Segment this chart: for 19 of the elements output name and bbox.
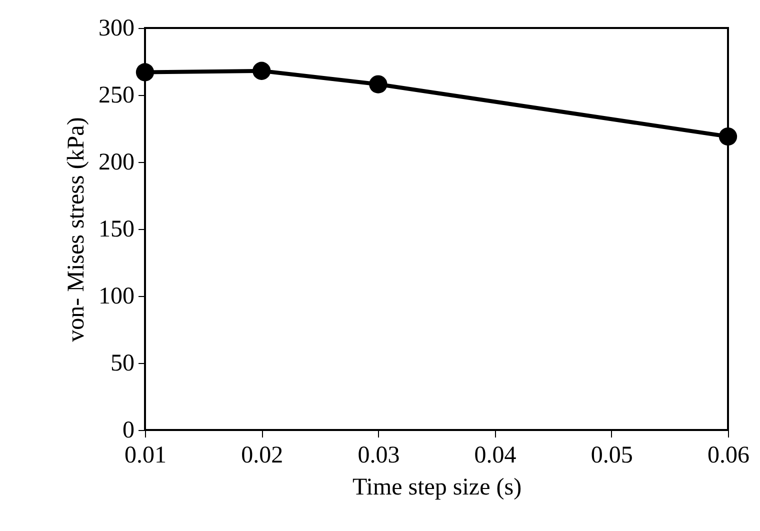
y-tick-label: 50 xyxy=(110,350,134,376)
y-tick-label: 0 xyxy=(122,418,134,444)
x-tick-label: 0.03 xyxy=(358,442,400,468)
point xyxy=(718,127,738,146)
x-axis-title: Time step size (s) xyxy=(352,474,522,500)
y-tick-label: 200 xyxy=(98,150,134,176)
point xyxy=(136,63,154,82)
y-tick-label: 250 xyxy=(98,82,134,108)
point xyxy=(252,62,271,80)
x-tick-label: 0.02 xyxy=(241,442,284,468)
x-tick-label: 0.01 xyxy=(124,442,166,468)
point xyxy=(369,75,388,94)
x-tick-label: 0.05 xyxy=(590,442,633,468)
y-axis-title: von- Mises stress (kPa) xyxy=(64,117,90,342)
x-tick-label: 0.06 xyxy=(708,442,750,468)
y-tick-label: 300 xyxy=(98,16,134,42)
x-tick-label: 0.04 xyxy=(474,442,516,468)
y-tick-label: 100 xyxy=(98,284,134,310)
y-tick-label: 150 xyxy=(98,216,134,242)
